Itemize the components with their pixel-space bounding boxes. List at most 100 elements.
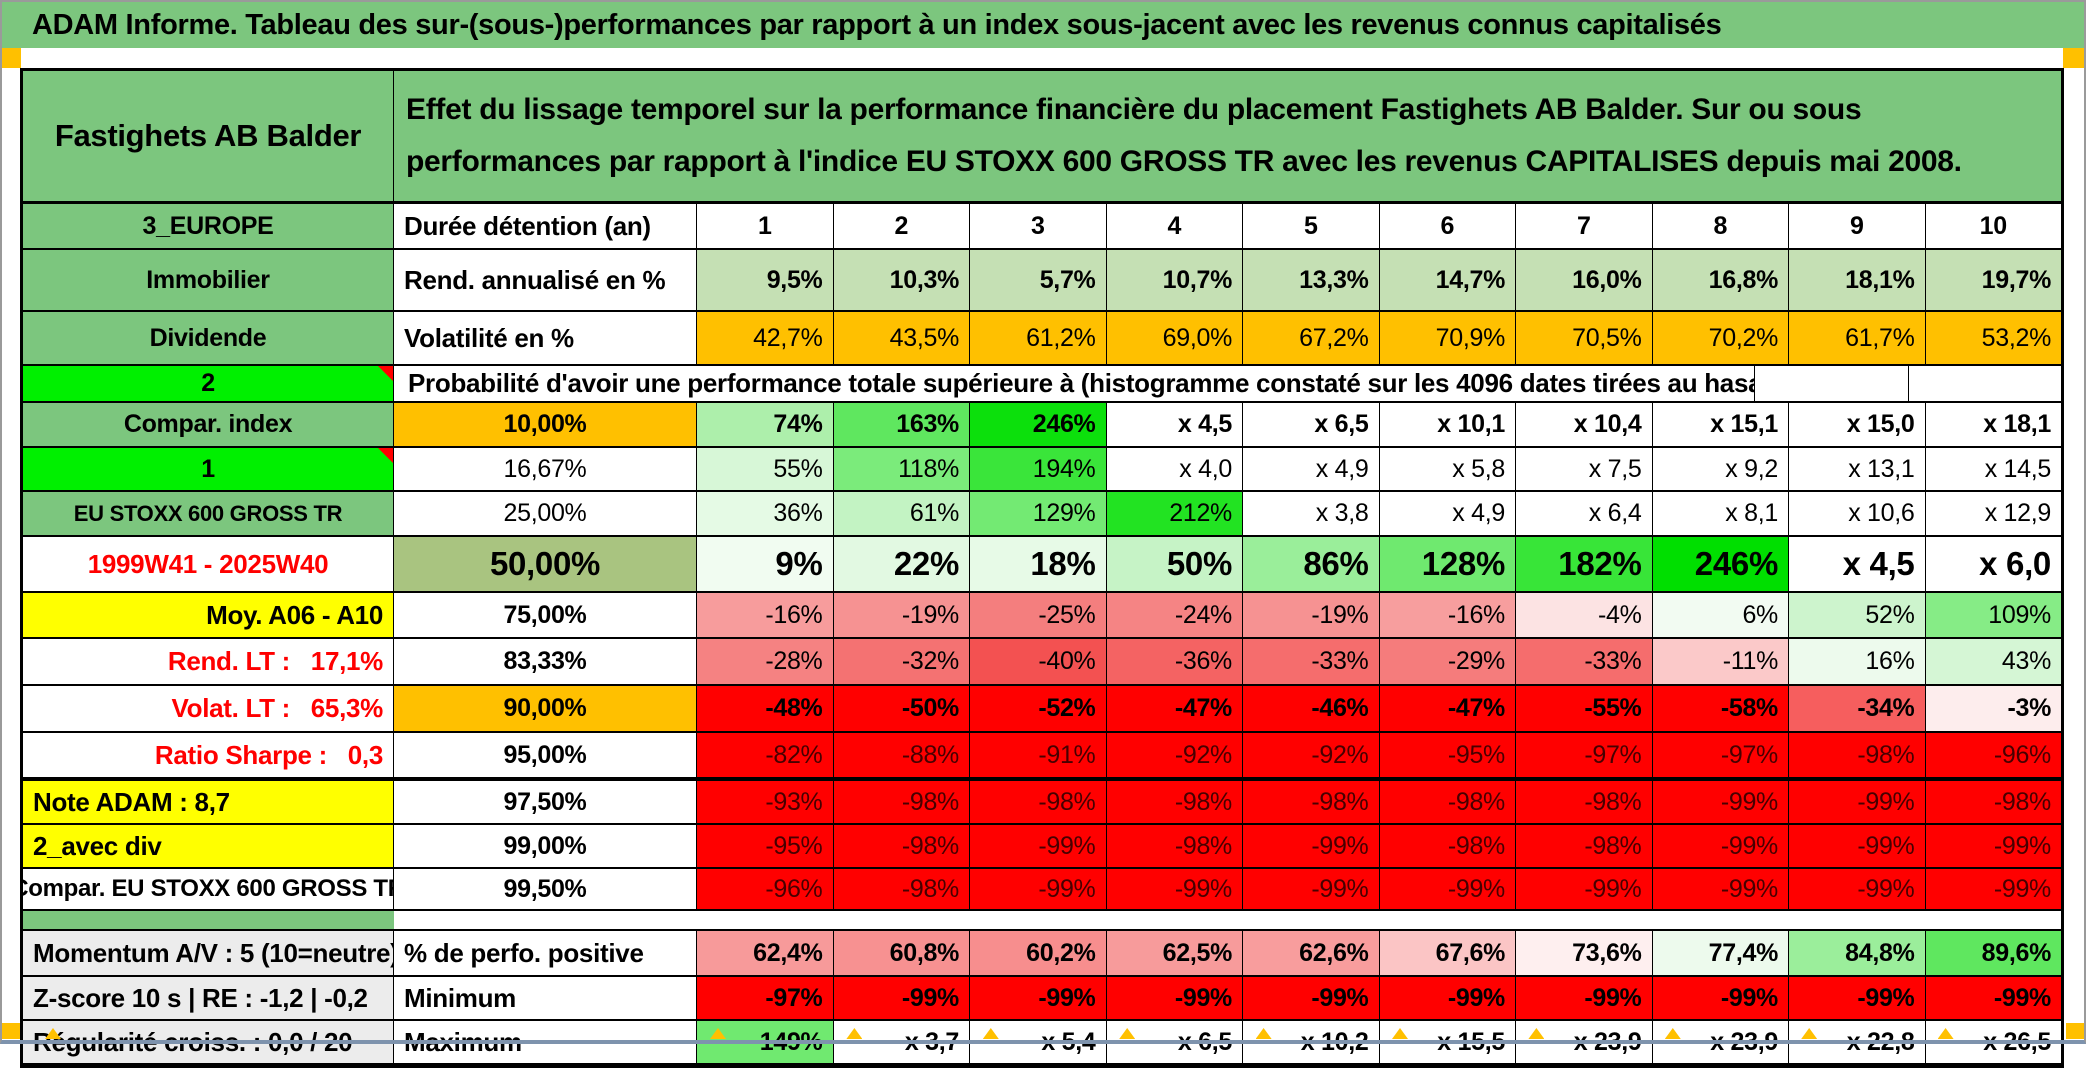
sub-volatilite[interactable]: Volatilité en % [394,312,697,364]
cell-p995-col1[interactable]: -96% [697,869,834,909]
cell-p50-col7[interactable]: 182% [1516,537,1653,591]
cell-minimum-col1[interactable]: -97% [697,977,834,1019]
label-duration[interactable]: 3_EUROPE [23,204,394,248]
cell-p10-col3[interactable]: 246% [970,403,1107,446]
cell-probabilite-tail1[interactable] [1755,366,1909,401]
cell-p99-col4[interactable]: -98% [1106,825,1243,867]
cell-p8333-col9[interactable]: 16% [1789,639,1926,684]
cell-rend-annualise-col7[interactable]: 16,0% [1516,250,1653,310]
cell-volatilite-col5[interactable]: 67,2% [1243,312,1380,364]
cell-volatilite-col4[interactable]: 69,0% [1106,312,1243,364]
cell-p995-col3[interactable]: -99% [970,869,1107,909]
cell-perfo-positive-col10[interactable]: 89,6% [1925,931,2061,975]
cell-p99-col10[interactable]: -99% [1925,825,2061,867]
sub-p10[interactable]: 10,00% [394,403,697,446]
cell-p50-col2[interactable]: 22% [833,537,970,591]
cell-p1667-col3[interactable]: 194% [970,448,1107,490]
cell-p1667-col5[interactable]: x 4,9 [1243,448,1380,490]
cell-p8333-col10[interactable]: 43% [1925,639,2061,684]
cell-p25-col1[interactable]: 36% [697,492,834,535]
cell-p75-col6[interactable]: -16% [1379,593,1516,637]
label-p90[interactable]: Volat. LT : 65,3% [23,686,394,731]
cell-rend-annualise-col9[interactable]: 18,1% [1789,250,1926,310]
sub-rend-annualise[interactable]: Rend. annualisé en % [394,250,697,310]
cell-p975-col5[interactable]: -98% [1243,781,1380,823]
cell-p975-col4[interactable]: -98% [1106,781,1243,823]
cell-maximum-col4[interactable]: x 6,5 [1106,1021,1243,1063]
sub-duration[interactable]: Durée détention (an) [394,204,697,248]
cell-p25-col5[interactable]: x 3,8 [1243,492,1380,535]
cell-p99-col7[interactable]: -98% [1516,825,1653,867]
cell-rend-annualise-col8[interactable]: 16,8% [1652,250,1789,310]
label-p75[interactable]: Moy. A06 - A10 [23,593,394,637]
cell-p10-col10[interactable]: x 18,1 [1925,403,2061,446]
cell-p50-col8[interactable]: 246% [1652,537,1789,591]
cell-p975-col8[interactable]: -99% [1652,781,1789,823]
cell-rend-annualise-col5[interactable]: 13,3% [1243,250,1380,310]
cell-volatilite-col10[interactable]: 53,2% [1925,312,2061,364]
cell-perfo-positive-col7[interactable]: 73,6% [1516,931,1653,975]
cell-p95-col6[interactable]: -95% [1379,733,1516,777]
cell-duration-col6[interactable]: 6 [1379,204,1516,248]
cell-duration-col10[interactable]: 10 [1925,204,2061,248]
sub-perfo-positive[interactable]: % de perfo. positive [394,931,697,975]
cell-minimum-col3[interactable]: -99% [970,977,1107,1019]
cell-p75-col3[interactable]: -25% [970,593,1107,637]
cell-maximum-col2[interactable]: x 3,7 [833,1021,970,1063]
cell-p975-col10[interactable]: -98% [1925,781,2061,823]
sub-minimum[interactable]: Minimum [394,977,697,1019]
cell-maximum-col7[interactable]: x 23,9 [1516,1021,1653,1063]
cell-p90-col3[interactable]: -52% [970,686,1107,731]
cell-p50-col9[interactable]: x 4,5 [1789,537,1926,591]
cell-p10-col4[interactable]: x 4,5 [1106,403,1243,446]
cell-p75-col4[interactable]: -24% [1106,593,1243,637]
cell-p90-col6[interactable]: -47% [1379,686,1516,731]
cell-minimum-col8[interactable]: -99% [1652,977,1789,1019]
cell-p25-col9[interactable]: x 10,6 [1789,492,1926,535]
sub-p99[interactable]: 99,00% [394,825,697,867]
label-p25[interactable]: EU STOXX 600 GROSS TR [23,492,394,535]
cell-p1667-col10[interactable]: x 14,5 [1925,448,2061,490]
cell-p8333-col4[interactable]: -36% [1106,639,1243,684]
cell-p25-col4[interactable]: 212% [1106,492,1243,535]
cell-p975-col3[interactable]: -98% [970,781,1107,823]
cell-p975-col7[interactable]: -98% [1516,781,1653,823]
cell-rend-annualise-col4[interactable]: 10,7% [1106,250,1243,310]
cell-p1667-col8[interactable]: x 9,2 [1652,448,1789,490]
cell-p10-col7[interactable]: x 10,4 [1516,403,1653,446]
cell-p1667-col2[interactable]: 118% [833,448,970,490]
label-p975[interactable]: Note ADAM : 8,7 [23,781,394,823]
cell-perfo-positive-col5[interactable]: 62,6% [1243,931,1380,975]
cell-perfo-positive-col9[interactable]: 84,8% [1789,931,1926,975]
cell-volatilite-col6[interactable]: 70,9% [1379,312,1516,364]
span-probabilite[interactable]: Probabilité d'avoir une performance tota… [394,366,1756,401]
cell-p1667-col1[interactable]: 55% [697,448,834,490]
cell-p995-col2[interactable]: -98% [833,869,970,909]
cell-p75-col8[interactable]: 6% [1652,593,1789,637]
cell-maximum-col1[interactable]: 149% [697,1021,834,1063]
cell-probabilite-tail2[interactable] [1908,366,2061,401]
cell-p995-col5[interactable]: -99% [1243,869,1380,909]
cell-p975-col2[interactable]: -98% [833,781,970,823]
cell-duration-col7[interactable]: 7 [1516,204,1653,248]
cell-p10-col9[interactable]: x 15,0 [1789,403,1926,446]
cell-p99-col5[interactable]: -99% [1243,825,1380,867]
cell-p90-col2[interactable]: -50% [833,686,970,731]
cell-duration-col8[interactable]: 8 [1652,204,1789,248]
cell-p95-col9[interactable]: -98% [1789,733,1926,777]
label-header[interactable]: Fastighets AB Balder [23,71,394,201]
cell-perfo-positive-col2[interactable]: 60,8% [833,931,970,975]
sub-p975[interactable]: 97,50% [394,781,697,823]
sub-p75[interactable]: 75,00% [394,593,697,637]
cell-p25-col3[interactable]: 129% [970,492,1107,535]
cell-p10-col6[interactable]: x 10,1 [1379,403,1516,446]
cell-p995-col8[interactable]: -99% [1652,869,1789,909]
cell-p50-col3[interactable]: 18% [970,537,1107,591]
cell-perfo-positive-col8[interactable]: 77,4% [1652,931,1789,975]
cell-p995-col6[interactable]: -99% [1379,869,1516,909]
cell-p90-col10[interactable]: -3% [1925,686,2061,731]
cell-p75-col2[interactable]: -19% [833,593,970,637]
cell-volatilite-col7[interactable]: 70,5% [1516,312,1653,364]
label-p99[interactable]: 2_avec div [23,825,394,867]
label-p10[interactable]: Compar. index [23,403,394,446]
